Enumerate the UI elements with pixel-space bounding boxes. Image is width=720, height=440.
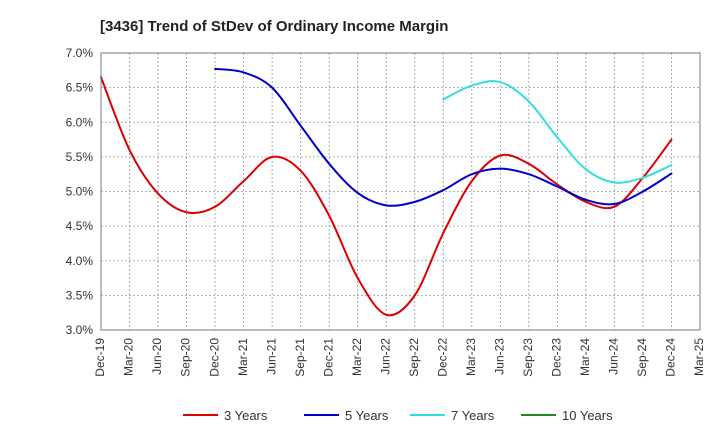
y-tick-label: 3.0% <box>66 323 94 337</box>
y-tick-label: 4.0% <box>66 254 94 268</box>
x-tick-label: Mar-25 <box>692 338 706 376</box>
series-line-1 <box>214 67 673 207</box>
x-tick-label: Mar-21 <box>236 338 250 376</box>
legend: 3 Years 5 Years 7 Years 10 Years <box>183 408 613 423</box>
y-tick-label: 6.5% <box>66 81 94 95</box>
legend-label: 10 Years <box>562 408 613 423</box>
grid-layer <box>101 53 700 330</box>
x-tick-label: Dec-22 <box>435 338 449 377</box>
x-tick-label: Dec-20 <box>207 338 221 377</box>
x-tick-label: Dec-19 <box>93 338 107 377</box>
x-tick-label: Sep-21 <box>293 338 307 377</box>
series-line-0 <box>100 76 673 317</box>
x-tick-label: Dec-23 <box>550 338 564 377</box>
x-tick-label: Sep-23 <box>521 338 535 377</box>
x-tick-label: Jun-21 <box>264 338 278 375</box>
y-axis-ticks: 3.0% 3.5% 4.0% 4.5% 5.0% 5.5% 6.0% 6.5% 7.0% <box>66 46 94 337</box>
series-line-2 <box>442 80 673 184</box>
x-tick-label: Dec-24 <box>664 338 678 377</box>
x-tick-label: Mar-20 <box>122 338 136 376</box>
legend-label: 5 Years <box>345 408 389 423</box>
x-tick-label: Mar-23 <box>464 338 478 376</box>
y-tick-label: 5.5% <box>66 150 94 164</box>
series-layer <box>100 67 673 317</box>
plot-frame <box>100 52 701 331</box>
x-tick-label: Jun-20 <box>150 338 164 375</box>
x-tick-label: Sep-20 <box>179 338 193 377</box>
chart-title: [3436] Trend of StDev of Ordinary Income… <box>100 18 448 35</box>
x-tick-label: Dec-21 <box>321 338 335 377</box>
legend-label: 3 Years <box>224 408 268 423</box>
x-tick-label: Jun-23 <box>493 338 507 375</box>
legend-label: 7 Years <box>451 408 495 423</box>
y-tick-label: 5.0% <box>66 185 94 199</box>
y-tick-label: 7.0% <box>66 46 94 60</box>
x-tick-label: Mar-22 <box>350 338 364 376</box>
y-tick-label: 3.5% <box>66 288 94 302</box>
x-axis-ticks: Dec-19 Mar-20 Jun-20 Sep-20 Dec-20 Mar-21 Jun-… <box>93 338 706 377</box>
y-tick-label: 6.0% <box>66 115 94 129</box>
x-tick-label: Jun-24 <box>607 338 621 375</box>
x-tick-label: Sep-24 <box>635 338 649 377</box>
y-tick-label: 4.5% <box>66 219 94 233</box>
x-tick-label: Sep-22 <box>407 338 421 377</box>
x-tick-label: Jun-22 <box>378 338 392 375</box>
x-tick-label: Mar-24 <box>578 338 592 376</box>
